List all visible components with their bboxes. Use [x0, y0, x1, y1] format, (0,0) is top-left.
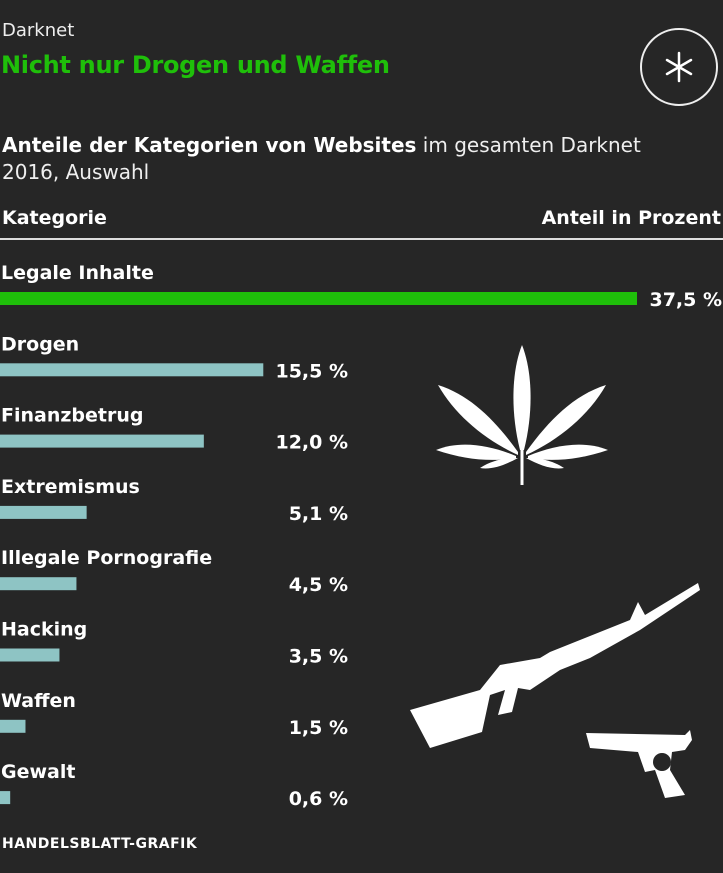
category-label: Extremismus: [1, 476, 140, 498]
bar: [0, 434, 204, 448]
value-label: 0,6 %: [289, 788, 348, 810]
subtitle-rest: im gesamten Darknet 2016, Auswahl: [2, 133, 641, 184]
category-label: Waffen: [1, 690, 76, 712]
revolver-icon: [586, 730, 692, 798]
value-label: 15,5 %: [275, 360, 348, 382]
bar: [0, 577, 77, 591]
category-label: Legale Inhalte: [1, 262, 154, 284]
bar: [0, 719, 26, 733]
bar: [0, 505, 87, 519]
cannabis-leaf-icon: [436, 345, 608, 485]
subtitle-bold: Anteile der Kategorien von Websites: [2, 133, 417, 157]
category-label: Illegale Pornografie: [1, 547, 212, 569]
source-credit: HANDELSBLATT-GRAFIK: [2, 836, 198, 852]
chart-title: Nicht nur Drogen und Waffen: [1, 51, 390, 79]
value-label: 37,5 %: [649, 289, 722, 311]
kicker: Darknet: [2, 20, 75, 41]
value-label: 1,5 %: [289, 717, 348, 739]
category-label: Gewalt: [1, 761, 75, 783]
bar: [0, 292, 637, 305]
bar: [0, 363, 264, 377]
bar: [0, 648, 60, 662]
asterisk-circle-icon: [640, 28, 718, 106]
category-label: Finanzbetrug: [1, 405, 144, 427]
illustrations: [410, 345, 700, 798]
rifle-icon: [410, 583, 700, 748]
subtitle: Anteile der Kategorien von Websites im g…: [2, 132, 642, 186]
column-header-value: Anteil in Prozent: [541, 207, 721, 229]
bar: [0, 791, 11, 805]
value-label: 12,0 %: [275, 432, 348, 454]
header-rule: [0, 238, 723, 240]
column-header-category: Kategorie: [2, 207, 107, 229]
category-label: Hacking: [1, 619, 87, 641]
value-label: 4,5 %: [289, 574, 348, 596]
category-label: Drogen: [1, 333, 79, 355]
value-label: 3,5 %: [289, 646, 348, 668]
value-label: 5,1 %: [289, 503, 348, 525]
bar-chart: Legale Inhalte 37,5 % Drogen 15,5 % Finanzbe…: [0, 262, 722, 810]
